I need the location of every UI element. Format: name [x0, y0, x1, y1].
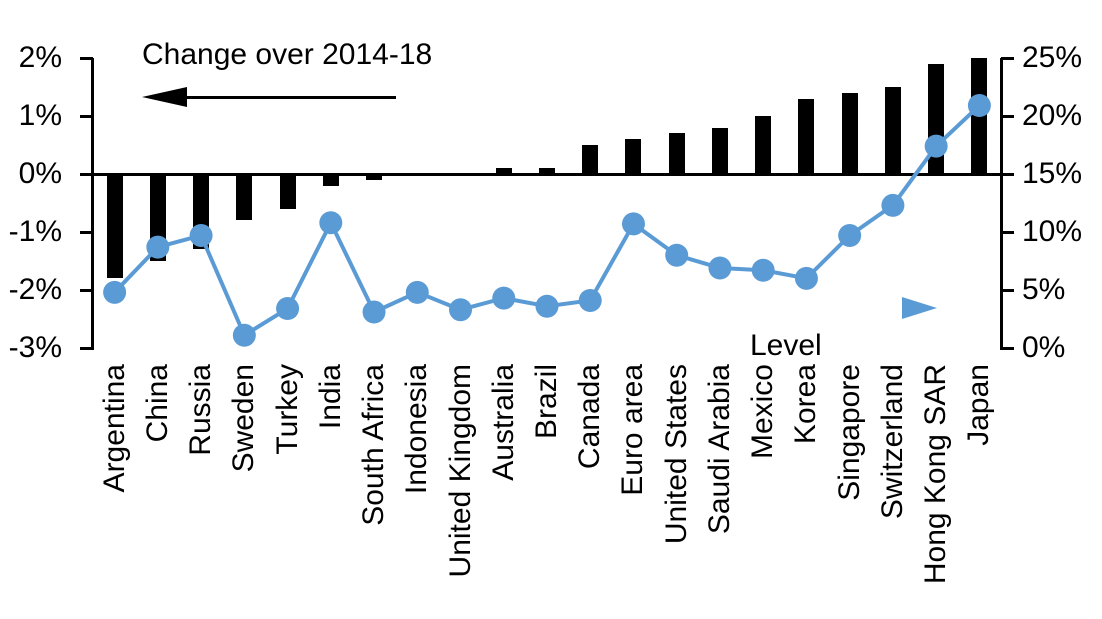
x-label-china: China [140, 364, 174, 443]
level-marker-mexico [751, 258, 775, 282]
right-arrow-icon [902, 296, 937, 319]
left-axis-tick-label: -3% [8, 331, 62, 364]
right-axis-tick-label: 10% [1022, 215, 1083, 248]
level-marker-indonesia [405, 280, 429, 304]
left-axis-tick-label: -2% [8, 273, 62, 306]
x-label-united-kingdom: United Kingdom [443, 364, 477, 578]
x-label-australia: Australia [486, 364, 520, 481]
bar-singapore [841, 92, 858, 174]
left-axis-line [91, 58, 94, 350]
left-axis-tick [80, 346, 93, 350]
level-marker-saudi-arabia [708, 256, 732, 280]
bar-united-states [668, 133, 685, 174]
bar-brazil [539, 168, 555, 174]
level-marker-euro-area [621, 212, 645, 236]
right-axis-tick-label: 0% [1022, 331, 1066, 364]
level-marker-united-kingdom [449, 298, 473, 322]
right-axis-tick [1001, 288, 1014, 292]
level-marker-australia [492, 286, 516, 310]
x-label-singapore: Singapore [832, 364, 866, 501]
right-axis-tick-label: 20% [1022, 99, 1083, 132]
x-label-turkey: Turkey [270, 364, 304, 455]
bar-argentina [106, 174, 123, 279]
left-axis-tick [80, 114, 93, 118]
level-marker-india [319, 211, 343, 235]
level-marker-sweden [232, 323, 256, 347]
level-marker-brazil [535, 294, 559, 318]
right-axis-tick-label: 15% [1022, 157, 1083, 190]
x-label-saudi-arabia: Saudi Arabia [702, 364, 736, 535]
bar-south-africa [366, 174, 383, 180]
right-axis-line [1000, 58, 1003, 350]
left-axis-tick [80, 56, 93, 60]
level-marker-japan [967, 94, 991, 118]
line-series-label: Level [750, 329, 822, 362]
x-label-hong-kong-sar: Hong Kong SAR [919, 364, 953, 585]
x-axis-labels: Argentina China Russia Sweden Turkey India Sou… [0, 364, 1102, 619]
x-label-indonesia: Indonesia [400, 364, 434, 495]
left-axis-tick-label: 0% [18, 157, 62, 190]
x-label-switzerland: Switzerland [875, 364, 909, 520]
bar-series-arrow-line [180, 96, 396, 99]
x-label-united-states: United States [659, 364, 693, 545]
right-axis-tick [1001, 56, 1014, 60]
x-label-euro-area: Euro area [616, 364, 650, 496]
bar-india [322, 174, 339, 186]
left-axis-tick [80, 288, 93, 292]
bar-switzerland [884, 87, 901, 174]
bar-mexico [755, 116, 772, 174]
level-marker-singapore [838, 223, 862, 247]
level-marker-hong-kong-sar [924, 134, 948, 158]
bar-australia [495, 168, 512, 174]
left-axis-tick [80, 230, 93, 234]
x-label-russia: Russia [184, 364, 218, 456]
level-marker-canada [578, 288, 602, 312]
bar-turkey [279, 174, 296, 209]
bar-euro-area [625, 139, 642, 174]
x-label-mexico: Mexico [746, 364, 780, 460]
bar-sweden [236, 174, 253, 221]
level-marker-argentina [103, 280, 127, 304]
x-label-argentina: Argentina [97, 364, 131, 493]
x-label-canada: Canada [573, 364, 607, 470]
zero-baseline [93, 172, 1001, 176]
x-label-sweden: Sweden [227, 364, 261, 473]
left-axis-tick [80, 172, 93, 176]
level-marker-russia [189, 223, 213, 247]
chart-title: Change over 2014-18 [142, 38, 433, 71]
right-axis-tick [1001, 230, 1014, 234]
x-label-japan: Japan [962, 364, 996, 446]
right-axis-tick-label: 25% [1022, 41, 1083, 74]
x-label-korea: Korea [789, 364, 823, 445]
x-label-south-africa: South Africa [357, 364, 391, 526]
level-marker-south-africa [362, 300, 386, 324]
x-label-india: India [313, 364, 347, 430]
level-marker-korea [794, 266, 818, 290]
right-axis-tick [1001, 172, 1014, 176]
level-marker-switzerland [881, 193, 905, 217]
level-marker-united-states [665, 243, 689, 267]
left-axis-tick-label: -1% [8, 215, 62, 248]
x-label-brazil: Brazil [530, 364, 563, 440]
left-axis-tick-label: 2% [18, 41, 62, 74]
bar-korea [798, 98, 815, 174]
left-axis-tick-label: 1% [18, 99, 62, 132]
level-marker-china [146, 235, 170, 259]
level-marker-turkey [276, 297, 300, 321]
right-axis-tick-label: 5% [1022, 273, 1066, 306]
right-axis-tick [1001, 114, 1014, 118]
left-arrow-icon [142, 87, 187, 107]
bar-canada [582, 145, 599, 174]
bar-saudi-arabia [711, 127, 728, 174]
right-axis-tick [1001, 346, 1014, 350]
